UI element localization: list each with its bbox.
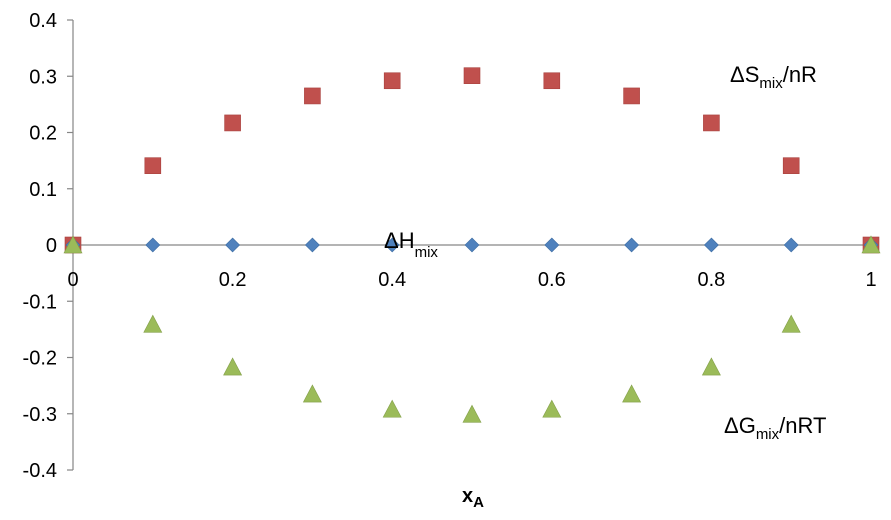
data-point-ds xyxy=(623,87,640,105)
data-point-dg xyxy=(622,384,642,403)
data-point-dh xyxy=(384,237,400,253)
data-point-ds xyxy=(383,72,401,90)
data-point-ds xyxy=(304,87,321,105)
data-point-dg xyxy=(542,399,562,418)
data-point-ds xyxy=(782,157,800,174)
data-point-dg xyxy=(63,235,83,254)
data-point-ds xyxy=(144,157,162,174)
y-tick-label: 0.4 xyxy=(29,10,57,32)
data-point-dh xyxy=(544,237,560,253)
series-label-ds: ΔSmix/nR xyxy=(730,62,817,92)
y-tick-label: 0 xyxy=(46,235,57,257)
data-marks xyxy=(63,67,881,423)
y-tick-label: 0.2 xyxy=(29,123,57,145)
data-point-dg xyxy=(701,357,721,376)
series-label-dh: ΔHmix xyxy=(384,228,438,261)
data-point-dg xyxy=(302,384,322,403)
data-point-dh xyxy=(464,237,480,253)
data-point-dh xyxy=(703,237,719,253)
y-tick-label: -0.4 xyxy=(23,460,57,482)
axes: 0.4 0.3 0.2 0.1 0 -0.1 -0.2 -0.3 -0.4 0 0.2 0.4 0.6 0… xyxy=(23,10,877,482)
data-point-ds xyxy=(463,67,481,84)
y-tick-label: -0.2 xyxy=(23,348,57,370)
x-tick-label: 0.6 xyxy=(538,269,566,291)
data-point-dh xyxy=(783,237,799,253)
series-labels: ΔSmix/nR ΔHmix ΔGmix/nRT xyxy=(384,62,826,443)
y-tick-label: 0.3 xyxy=(29,66,57,88)
x-tick-label: 0.2 xyxy=(219,269,247,291)
data-point-dg xyxy=(462,404,482,423)
data-point-dg xyxy=(861,235,881,254)
data-point-dh xyxy=(145,237,161,253)
data-point-dh xyxy=(304,237,320,253)
x-tick-label: 1 xyxy=(865,269,876,291)
data-point-ds xyxy=(543,72,561,90)
y-tick-label: -0.3 xyxy=(23,404,57,426)
x-tick-label: 0.4 xyxy=(378,269,406,291)
data-point-dg xyxy=(143,314,163,333)
y-tick-label: 0.1 xyxy=(29,179,57,201)
data-point-dh xyxy=(624,237,640,253)
x-tick-label: 0.8 xyxy=(697,269,725,291)
series-label-dg: ΔGmix/nRT xyxy=(724,413,826,443)
x-axis-label: xA xyxy=(462,485,484,511)
data-point-dh xyxy=(225,237,241,253)
x-tick-label: 0 xyxy=(67,269,78,291)
data-point-ds xyxy=(703,114,720,132)
data-point-ds xyxy=(224,114,241,132)
data-point-dg xyxy=(781,314,801,333)
y-tick-label: -0.1 xyxy=(23,291,57,313)
data-point-dg xyxy=(223,357,243,376)
data-point-dg xyxy=(382,399,402,418)
